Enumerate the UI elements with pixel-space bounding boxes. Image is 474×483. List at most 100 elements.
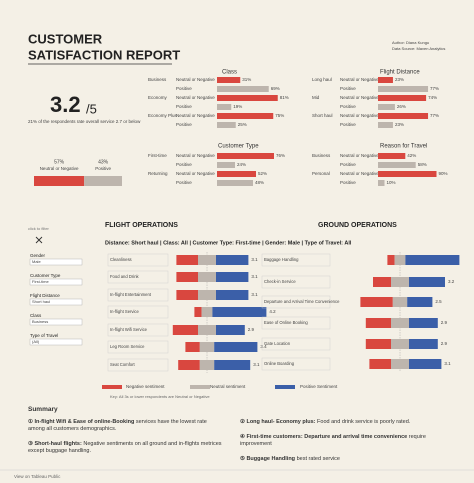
summary-item: ① In-flight Wifi & Ease of online-Bookin…: [28, 419, 223, 433]
score-label: 3.1: [253, 362, 260, 367]
series-name: Positive: [176, 86, 192, 91]
sentiment-bar: [373, 277, 391, 287]
summary-text: require improvement: [240, 434, 426, 447]
kpi-note: 21% of the respondents rate overall serv…: [28, 119, 141, 124]
sentiment-bar: [199, 360, 215, 370]
value-label: 52%: [258, 171, 267, 176]
bar: [378, 122, 393, 128]
bar: [378, 113, 429, 119]
summary-item: ② Long haul- Economy plus: Food and drin…: [240, 419, 440, 426]
sentiment-bar: [212, 307, 267, 317]
value-label: 58%: [418, 162, 427, 167]
value-label: 31%: [242, 77, 251, 82]
sentiment-bar: [216, 290, 249, 300]
score-label: 4.2: [269, 309, 276, 314]
label-box: [261, 357, 331, 371]
summary-lead: ⑤ Buggage Handling: [240, 456, 296, 462]
filter-value: Male: [32, 259, 41, 264]
legend-label: Positive Sentiment: [300, 384, 338, 389]
sentiment-bar: [407, 297, 433, 307]
kpi-bar: [34, 176, 85, 186]
value-label: 76%: [276, 153, 285, 158]
value-label: 81%: [280, 95, 289, 100]
category-label: Long haul: [312, 77, 332, 82]
bar: [217, 122, 236, 128]
label-box: [261, 316, 331, 330]
chart-title: GROUND OPERATIONS: [318, 222, 397, 229]
filter-value: (All): [32, 339, 40, 344]
kpi-name: Neutral or Negative: [40, 166, 79, 171]
category-label: Online Boarding: [264, 361, 295, 366]
legend-label: Neutral sentiment: [210, 384, 246, 389]
sentiment-bar: [214, 342, 258, 352]
bar: [217, 104, 232, 110]
score-label: 3.1: [251, 292, 258, 297]
label-box: [261, 275, 331, 289]
sentiment-bar: [176, 272, 198, 282]
summary-item: ③ Short-haul flights: Negative sentiment…: [28, 441, 223, 455]
title: SATISFACTION REPORT: [28, 47, 180, 62]
summary-lead: ② Long haul- Economy plus:: [240, 419, 316, 425]
bar: [378, 86, 429, 92]
score-label: 2.9: [441, 320, 448, 325]
filter-dropdown[interactable]: [29, 298, 83, 306]
label-box: [261, 295, 331, 309]
category-label: Check-in Service: [264, 279, 296, 284]
value-label: 77%: [430, 113, 439, 118]
series-name: Positive: [176, 104, 192, 109]
sentiment-bar: [176, 290, 198, 300]
filter-label: Flight Distance: [30, 293, 60, 298]
sentiment-bar: [392, 297, 408, 307]
sentiment-bar: [214, 360, 251, 370]
sentiment-bar: [360, 297, 393, 307]
bar: [378, 153, 406, 159]
series-name: Neutral or Negative: [176, 171, 215, 176]
sentiment-bar: [387, 255, 395, 265]
chart-title: Flight Distance: [380, 70, 420, 76]
bar: [378, 77, 393, 83]
sentiment-bar: [365, 318, 391, 328]
score-label: 3.1: [444, 361, 451, 366]
filter-dropdown[interactable]: [29, 258, 83, 266]
sentiment-bar: [369, 359, 391, 369]
author: Author: Diana Kungu: [392, 40, 429, 45]
series-name: Positive: [340, 162, 356, 167]
value-label: 75%: [275, 113, 284, 118]
bar: [217, 95, 278, 101]
category-label: Personal: [312, 171, 330, 176]
score-label: 2.9: [441, 341, 448, 346]
filter-label: Gender: [30, 253, 46, 258]
footer[interactable]: View on Tableau Public: [14, 474, 61, 479]
sentiment-bar: [172, 325, 198, 335]
score-label: 2.5: [435, 299, 442, 304]
filter-dropdown[interactable]: [29, 278, 83, 286]
summary-text: Negative sentiments on all ground and in…: [28, 441, 222, 454]
filter-dropdown[interactable]: [29, 318, 83, 326]
category-label: Short haul: [312, 113, 333, 118]
summary-text: Food and drink service is poorly rated.: [315, 419, 411, 425]
category-label: Business: [312, 153, 331, 158]
bar: [217, 113, 274, 119]
value-label: 23%: [395, 77, 404, 82]
category-label: Leg Room Service: [110, 344, 145, 349]
series-name: Neutral or Negative: [176, 77, 215, 82]
label-box: [107, 358, 169, 372]
chart-title: Reason for Travel: [380, 144, 427, 150]
sentiment-bar: [194, 307, 202, 317]
bar: [378, 171, 437, 177]
filter-dropdown[interactable]: [29, 338, 83, 346]
label-box: [107, 253, 169, 267]
bar: [217, 180, 253, 186]
filter-label: Type of Travel: [30, 333, 58, 338]
series-name: Neutral or Negative: [340, 153, 379, 158]
summary-lead: ① In-flight Wifi & Ease of online-Bookin…: [28, 419, 135, 425]
category-label: Gate Location: [264, 341, 291, 346]
bar: [217, 77, 241, 83]
sentiment-bar: [391, 277, 409, 287]
bar: [217, 171, 256, 177]
sentiment-bar: [176, 255, 198, 265]
category-label: Seat Comfort: [110, 362, 136, 367]
close-icon[interactable]: [35, 236, 43, 244]
sentiment-bar: [198, 290, 216, 300]
